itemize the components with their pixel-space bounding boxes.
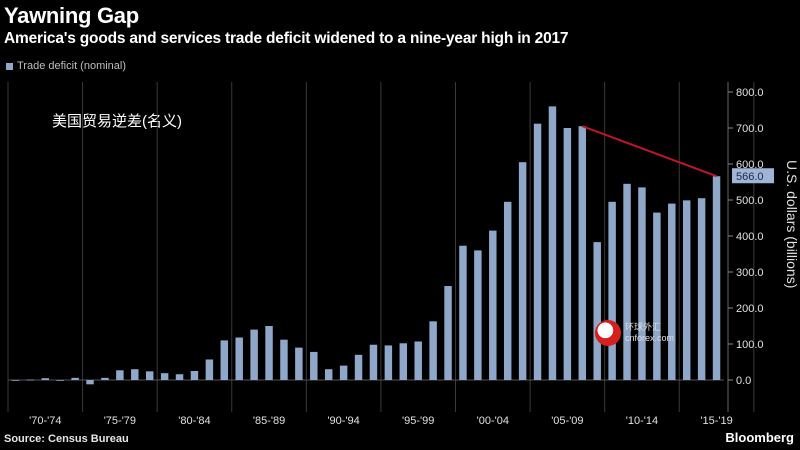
x-tick-label: '80-'84 (178, 415, 210, 427)
watermark-logo-icon (595, 320, 621, 346)
bar-2002 (489, 230, 497, 380)
bar-1972 (41, 378, 50, 380)
bar-1983 (205, 359, 214, 380)
bar-1986 (250, 329, 258, 380)
bar-2004 (518, 162, 527, 380)
bar-2001 (474, 250, 482, 380)
bar-1987 (265, 326, 273, 380)
bar-2013 (653, 212, 661, 380)
y-tick-label: 700.0 (736, 123, 764, 135)
bar-2009 (593, 242, 601, 380)
y-tick-label: 100.0 (736, 339, 764, 351)
x-tick-label: '10-'14 (626, 415, 658, 427)
legend-swatch (6, 62, 13, 70)
latest-value-box (732, 168, 774, 184)
trend-line (581, 125, 717, 178)
bar-1977 (116, 370, 124, 380)
bar-2010 (608, 201, 616, 380)
bar-2011 (623, 183, 631, 380)
bar-1995 (384, 345, 393, 380)
bar-1980 (160, 373, 169, 380)
x-tick-label: '00-'04 (477, 415, 509, 427)
x-tick-label: '05-'09 (551, 415, 583, 427)
bar-1984 (220, 340, 229, 380)
page-subtitle: America's goods and services trade defic… (4, 30, 569, 47)
legend-label: Trade deficit (nominal) (17, 60, 127, 72)
y-tick-label: 200.0 (736, 303, 764, 315)
bar-1978 (131, 369, 139, 380)
bar-1970 (11, 380, 20, 381)
bar-1994 (369, 344, 378, 380)
y-tick-label: 0.0 (736, 375, 751, 387)
source-note: Source: Census Bureau (4, 433, 129, 445)
bar-2014 (668, 203, 676, 380)
bar-1993 (354, 354, 363, 380)
x-tick-label: '75-'79 (104, 415, 136, 427)
bar-2005 (533, 123, 542, 381)
bar-1992 (339, 365, 348, 380)
bar-1997 (414, 341, 422, 380)
bar-2017 (712, 176, 721, 380)
bar-1979 (145, 371, 154, 380)
bar-1998 (429, 321, 437, 380)
watermark: 环球外汇 cnforex.com (595, 320, 674, 346)
bar-1999 (444, 286, 452, 380)
x-tick-label: '95-'99 (402, 415, 434, 427)
bar-1976 (101, 377, 109, 380)
y-tick-label: 400.0 (736, 231, 764, 243)
x-tick-label: '90-'94 (327, 415, 359, 427)
bar-1982 (190, 371, 199, 380)
y-tick-label: 300.0 (736, 267, 764, 279)
bar-2015 (682, 200, 691, 380)
bar-2006 (548, 106, 557, 381)
bar-1996 (399, 343, 408, 380)
y-tick-label: 800.0 (736, 87, 764, 99)
bar-2000 (459, 245, 467, 380)
bar-1975 (86, 380, 94, 385)
watermark-line2: cnforex.com (625, 333, 675, 343)
y-axis-title: U.S. dollars (billions) (784, 160, 800, 288)
watermark-line1: 环球外汇 (625, 322, 662, 332)
chart-annotation: 美国贸易逆差(名义) (52, 113, 182, 130)
bar-2007 (563, 128, 572, 380)
bar-1974 (71, 377, 79, 380)
bar-1990 (310, 351, 318, 380)
x-tick-label: '85-'89 (253, 415, 285, 427)
bar-1988 (280, 339, 288, 380)
bar-2016 (697, 198, 706, 380)
bar-1989 (295, 347, 303, 380)
bar-1973 (56, 380, 64, 381)
bar-2008 (578, 126, 587, 380)
bar-1981 (175, 374, 184, 380)
y-tick-label: 600.0 (736, 159, 764, 171)
latest-value-label: 566.0 (736, 171, 764, 183)
y-tick-label: 500.0 (736, 195, 764, 207)
bar-1985 (235, 337, 243, 380)
x-tick-label: '70-'74 (29, 415, 61, 427)
page-title: Yawning Gap (4, 3, 139, 28)
bar-1971 (26, 379, 35, 381)
bar-2003 (503, 201, 512, 380)
legend: Trade deficit (nominal) (6, 60, 126, 72)
x-tick-label: '15-'19 (700, 415, 732, 427)
bar-1991 (324, 369, 333, 380)
bar-2012 (638, 187, 646, 380)
brand-logo: Bloomberg (725, 430, 794, 445)
